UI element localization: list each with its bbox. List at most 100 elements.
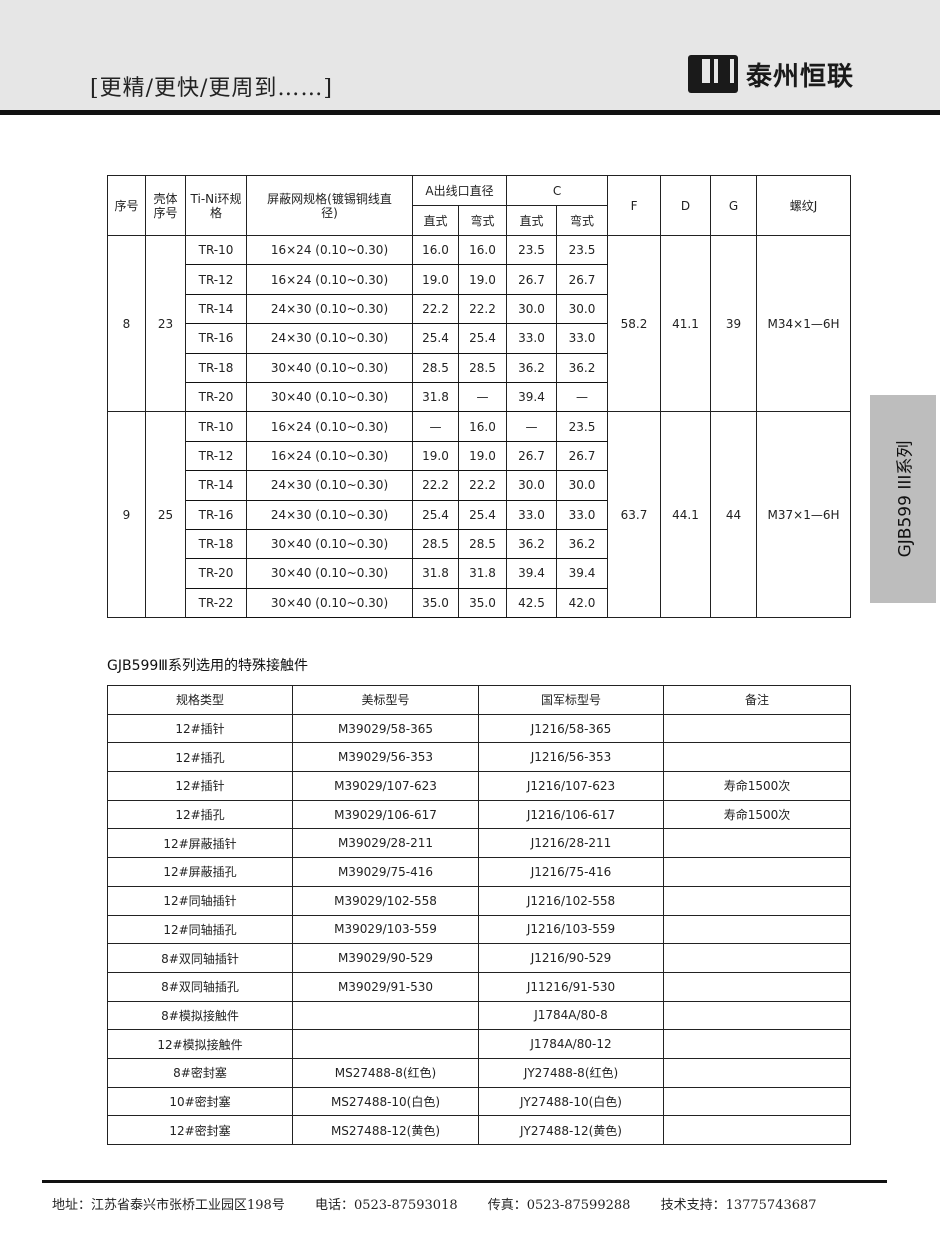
table-row: 12#屏蔽插针 M39029/28-211 J1216/28-211: [107, 828, 851, 859]
cell-remark: [663, 885, 851, 916]
cell-ring: TR-12: [185, 264, 247, 295]
cell-shield: 16×24 (0.10~0.30): [246, 411, 413, 442]
cell-shield: 16×24 (0.10~0.30): [246, 234, 413, 266]
cell-ring: TR-18: [185, 352, 247, 383]
cell-a-straight: 19.0: [412, 440, 459, 472]
slogan: [更精/更快/更周到……]: [90, 76, 333, 101]
cell-shield: 24×30 (0.10~0.30): [246, 470, 413, 501]
cell-c-bent: 23.5: [555, 234, 609, 266]
cell-c-straight: 36.2: [506, 528, 557, 560]
company-logo: 泰州恒联: [688, 55, 854, 93]
cell-remark: [663, 1029, 851, 1059]
cell-shell: 25: [145, 411, 186, 619]
cell-c-straight: 36.2: [506, 352, 557, 383]
cell-shield: 24×30 (0.10~0.30): [246, 323, 413, 354]
cell-d: 44.1: [660, 411, 712, 619]
table-row: TR-20 30×40 (0.10~0.30) 31.8—39.4—: [108, 381, 851, 413]
cell-us-part-no: [292, 1029, 479, 1059]
table-row: TR-16 24×30 (0.10~0.30) 25.4 25.4 33.0 33.0: [108, 323, 851, 354]
series-label: GJB599 III系列: [895, 440, 916, 558]
cell-a-straight: 28.5: [412, 528, 459, 560]
cell-ring: TR-20: [185, 381, 247, 413]
header-ring: Ti-Ni环规 格: [185, 175, 247, 236]
cell-c-straight: 33.0: [506, 499, 557, 530]
header-shield: 屏蔽网规格(镀锡铜线直径): [246, 175, 413, 236]
cell-a-bent: 25.4: [458, 323, 507, 354]
cell-ring: TR-22: [185, 587, 247, 619]
cell-spec-type: 12#插孔: [107, 799, 293, 830]
cell-a-bent: —: [458, 381, 507, 413]
table-row: TR-22 30×40 (0.10~0.30) 35.0 35.0 42.5 42.0: [108, 587, 851, 619]
contacts-table-title: GJB599Ⅲ系列选用的特殊接触件: [107, 658, 308, 674]
table-row: 12#屏蔽插孔 M39029/75-416 J1216/75-416: [107, 857, 851, 887]
cell-a-straight: 22.2: [412, 293, 459, 325]
cell-spec-type: 12#插针: [107, 713, 293, 744]
cell-gjb-part-no: JY27488-10(白色): [478, 1086, 664, 1117]
cell-a-straight: 25.4: [412, 499, 459, 530]
cell-us-part-no: MS27488-10(白色): [292, 1086, 479, 1117]
cell-remark: [663, 1057, 851, 1088]
cell-c-straight: 30.0: [506, 470, 557, 501]
cell-gjb-part-no: J1216/103-559: [478, 914, 664, 945]
table-row: TR-14 24×30 (0.10~0.30) 22.2 22.2 30.0 30.0: [108, 293, 851, 325]
cell-a-bent: 16.0: [458, 411, 507, 442]
header-g: G: [710, 175, 758, 236]
cell-us-part-no: M39029/56-353: [292, 742, 479, 773]
table-row: 8#密封塞 MS27488-8(红色) JY27488-8(红色): [107, 1057, 851, 1088]
cell-a-straight: 19.0: [412, 264, 459, 295]
table-row: TR-18 30×40 (0.10~0.30) 28.5 28.5 36.2 36.2: [108, 352, 851, 383]
cell-shield: 30×40 (0.10~0.30): [246, 352, 413, 383]
cell-gjb-part-no: J1784A/80-8: [478, 1000, 664, 1031]
cell-remark: [663, 1115, 851, 1145]
header-divider: [0, 110, 940, 115]
cell-ring: TR-20: [185, 558, 247, 589]
footer-divider: [42, 1180, 887, 1183]
table-row: 12#密封塞 MS27488-12(黄色) JY27488-12(黄色): [107, 1115, 851, 1145]
cell-spec-type: 8#双同轴插孔: [107, 971, 293, 1002]
cell-spec-type: 12#密封塞: [107, 1115, 293, 1145]
header-c-bent: 弯式: [555, 205, 609, 236]
cell-us-part-no: M39029/90-529: [292, 943, 479, 973]
header-f: F: [607, 175, 662, 236]
cell-shield: 24×30 (0.10~0.30): [246, 499, 413, 530]
cell-a-straight: 22.2: [412, 470, 459, 501]
table-row: 8#模拟接触件 J1784A/80-8: [107, 1000, 851, 1031]
cell-c-straight: 26.7: [506, 440, 557, 472]
cell-a-bent: 28.5: [458, 352, 507, 383]
cell-shield: 30×40 (0.10~0.30): [246, 528, 413, 560]
cell-ring: TR-18: [185, 528, 247, 560]
header-shell: 壳体序号: [145, 175, 186, 236]
cell-no: 8: [107, 234, 146, 413]
cell-shield: 24×30 (0.10~0.30): [246, 293, 413, 325]
cell-c-bent: —: [555, 381, 609, 413]
cell-shield: 16×24 (0.10~0.30): [246, 440, 413, 472]
cell-spec-type: 8#模拟接触件: [107, 1000, 293, 1031]
header-a-straight: 直式: [412, 205, 459, 236]
cell-ring: TR-14: [185, 470, 247, 501]
cell-a-straight: 31.8: [412, 381, 459, 413]
cell-c-straight: 23.5: [506, 234, 557, 266]
header-thread: 螺纹J: [756, 175, 852, 236]
table-row: TR-12 16×24 (0.10~0.30) 19.0 19.0 26.7 26.7: [108, 264, 851, 295]
cell-remark: [663, 943, 851, 973]
cell-remark: [663, 828, 851, 859]
cell-gjb-part-no: J1216/58-365: [478, 713, 664, 744]
cell-us-part-no: MS27488-12(黄色): [292, 1115, 479, 1145]
table-row: 12#插针 M39029/58-365 J1216/58-365: [107, 713, 851, 744]
cell-us-part-no: M39029/75-416: [292, 857, 479, 887]
cell-a-straight: 28.5: [412, 352, 459, 383]
cell-spec-type: 8#密封塞: [107, 1057, 293, 1088]
cell-no: 9: [107, 411, 146, 619]
cell-a-bent: 28.5: [458, 528, 507, 560]
cell-a-straight: 16.0: [412, 234, 459, 266]
table-row: 10#密封塞 MS27488-10(白色) JY27488-10(白色): [107, 1086, 851, 1117]
header-c: C: [505, 175, 609, 206]
cell-us-part-no: M39029/91-530: [292, 971, 479, 1002]
header-a: A出线口直径: [412, 175, 507, 206]
cell-shell: 23: [145, 234, 186, 413]
cell-c-straight: 26.7: [506, 264, 557, 295]
column-header: 规格类型: [107, 685, 293, 715]
cell-gjb-part-no: JY27488-12(黄色): [478, 1115, 664, 1145]
cell-spec-type: 8#双同轴插针: [107, 943, 293, 973]
cell-a-straight: 35.0: [412, 587, 459, 619]
